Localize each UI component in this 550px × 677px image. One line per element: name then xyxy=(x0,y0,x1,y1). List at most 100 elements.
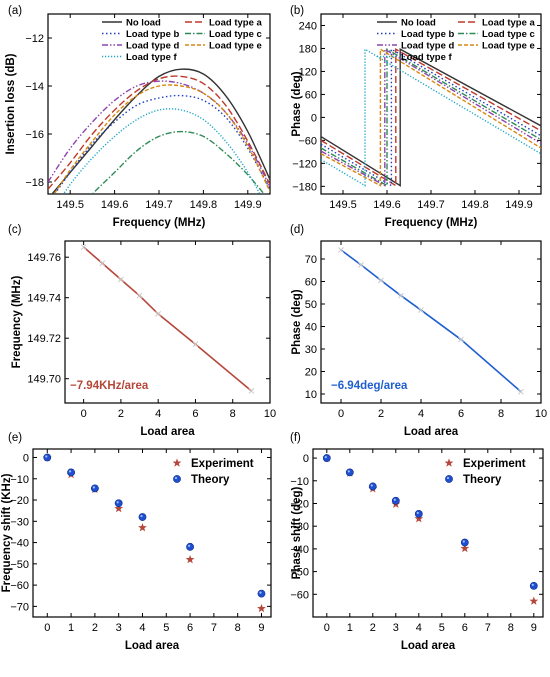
panel-label: (f) xyxy=(290,432,301,444)
x-tick-label: 5 xyxy=(439,622,445,634)
y-tick-label: 0 xyxy=(23,453,29,465)
panel-3: (d) 0 2 4 6 8 10 10 20 30 40 50 60 70 Load area Phase (… xyxy=(290,224,547,438)
y-tick-label: −12 xyxy=(25,33,44,45)
x-tick-label: 7 xyxy=(485,622,491,634)
legend-label-4: Load type d xyxy=(401,41,455,52)
legend-label-1: Load type a xyxy=(482,18,536,29)
star-marker xyxy=(460,543,470,553)
y-axis-label: Frequency shift (KHz) xyxy=(1,473,13,592)
y-tick-label: 0 xyxy=(311,112,317,124)
legend-circle-marker xyxy=(173,475,181,483)
x-tick-label: 2 xyxy=(92,622,98,634)
x-tick-label: 9 xyxy=(258,622,264,634)
slope-annotation: −7.94KHz/area xyxy=(70,380,149,392)
data-point xyxy=(136,292,143,299)
y-axis-label: Frequency (MHz) xyxy=(11,276,23,369)
circle-marker xyxy=(67,468,75,477)
x-tick-label: 6 xyxy=(187,622,193,634)
panel-label: (e) xyxy=(8,432,22,444)
series-line-3 xyxy=(91,130,266,194)
x-tick-label: 0 xyxy=(81,408,87,420)
fit-line xyxy=(340,249,522,393)
legend-label-2: Load type b xyxy=(126,29,180,40)
y-tick-label: −60 xyxy=(10,580,29,592)
legend-label-0: Experiment xyxy=(463,458,526,470)
legend-circle-highlight xyxy=(174,476,178,480)
legend-label-3: Load type c xyxy=(482,29,535,40)
circle-marker xyxy=(529,581,538,590)
plot-frame xyxy=(32,448,272,618)
circle-marker-highlight xyxy=(347,470,350,473)
x-tick-label: 8 xyxy=(235,622,241,634)
data-point xyxy=(192,341,199,348)
x-tick-label: 1 xyxy=(347,622,353,634)
data-point xyxy=(398,292,404,299)
x-tick-label: 149.9 xyxy=(505,199,533,211)
slope-annotation: −6.94deg/area xyxy=(331,380,408,392)
data-point xyxy=(338,247,344,253)
series-line-5 xyxy=(321,47,541,187)
panel-label: (c) xyxy=(8,224,22,236)
series-line-1 xyxy=(321,48,541,187)
y-tick-label: 30 xyxy=(305,344,317,356)
legend-label-1: Theory xyxy=(463,474,502,486)
y-tick-label: −16 xyxy=(25,129,44,141)
circle-marker xyxy=(345,468,354,477)
y-tick-label: 149.72 xyxy=(27,333,61,345)
y-tick-label: 120 xyxy=(299,66,317,78)
circle-marker-highlight xyxy=(116,501,119,504)
plot-area xyxy=(321,47,541,187)
x-tick-label: 149.6 xyxy=(373,199,401,211)
series-line-2 xyxy=(321,48,541,187)
series-line-2 xyxy=(53,94,270,194)
x-tick-label: 4 xyxy=(139,622,145,634)
x-tick-label: 7 xyxy=(211,622,217,634)
x-tick-label: 8 xyxy=(230,408,236,420)
y-tick-label: 60 xyxy=(305,277,317,289)
data-point xyxy=(458,336,464,343)
circle-marker-highlight xyxy=(259,591,262,594)
panel-1: (b) 149.5 149.6 149.7 149.8 149.9 −180 −120 −60 0… xyxy=(290,5,542,229)
legend-circle-highlight xyxy=(446,476,450,480)
series-line-4 xyxy=(321,47,541,187)
star-marker xyxy=(185,554,195,564)
legend-label-1: Theory xyxy=(191,474,230,486)
circle-marker xyxy=(114,499,123,508)
y-tick-label: 149.76 xyxy=(27,252,61,264)
x-tick-label: 149.7 xyxy=(417,199,445,211)
legend-label-4: Load type d xyxy=(126,41,180,52)
x-tick-label: 149.8 xyxy=(461,199,489,211)
x-tick-label: 1 xyxy=(68,622,74,634)
y-axis-label: Phase (deg) xyxy=(291,289,303,354)
y-axis-label: Phase (deg) xyxy=(291,71,303,136)
x-tick-label: 0 xyxy=(44,622,50,634)
y-tick-label: 70 xyxy=(305,254,317,266)
star-marker xyxy=(257,603,266,613)
panel-4: (e)0 1 2 3 4 5 6 7 8 90−10−20−30−40−50−60−70Load … xyxy=(1,432,272,652)
panel-2: (c) 0 2 4 6 8 10 149.70 149.72 149.74 149.76 Load a… xyxy=(8,224,276,438)
data-point xyxy=(155,311,162,317)
x-tick-label: 0 xyxy=(324,622,330,634)
y-tick-label: 60 xyxy=(305,89,317,101)
x-tick-label: 10 xyxy=(535,408,547,420)
legend-label-0: No load xyxy=(126,18,161,29)
circle-marker xyxy=(460,538,469,547)
circle-marker-highlight xyxy=(68,470,72,473)
y-tick-label: −30 xyxy=(290,521,309,533)
series-line-3 xyxy=(321,48,541,187)
x-tick-label: 2 xyxy=(378,408,384,420)
y-tick-label: −10 xyxy=(10,474,29,486)
x-tick-label: 6 xyxy=(462,622,468,634)
legend-label-6: Load type f xyxy=(401,52,453,63)
legend-label-0: No load xyxy=(401,18,436,29)
y-tick-label: −10 xyxy=(290,476,309,488)
x-tick-label: 4 xyxy=(418,408,424,420)
y-tick-label: −30 xyxy=(10,516,29,528)
y-tick-label: −20 xyxy=(10,495,29,507)
plot-area xyxy=(322,453,539,605)
x-axis-label: Frequency (MHz) xyxy=(385,217,478,229)
x-tick-label: 149.5 xyxy=(329,199,357,211)
legend-label-1: Load type a xyxy=(209,18,263,29)
circle-marker xyxy=(322,454,331,462)
